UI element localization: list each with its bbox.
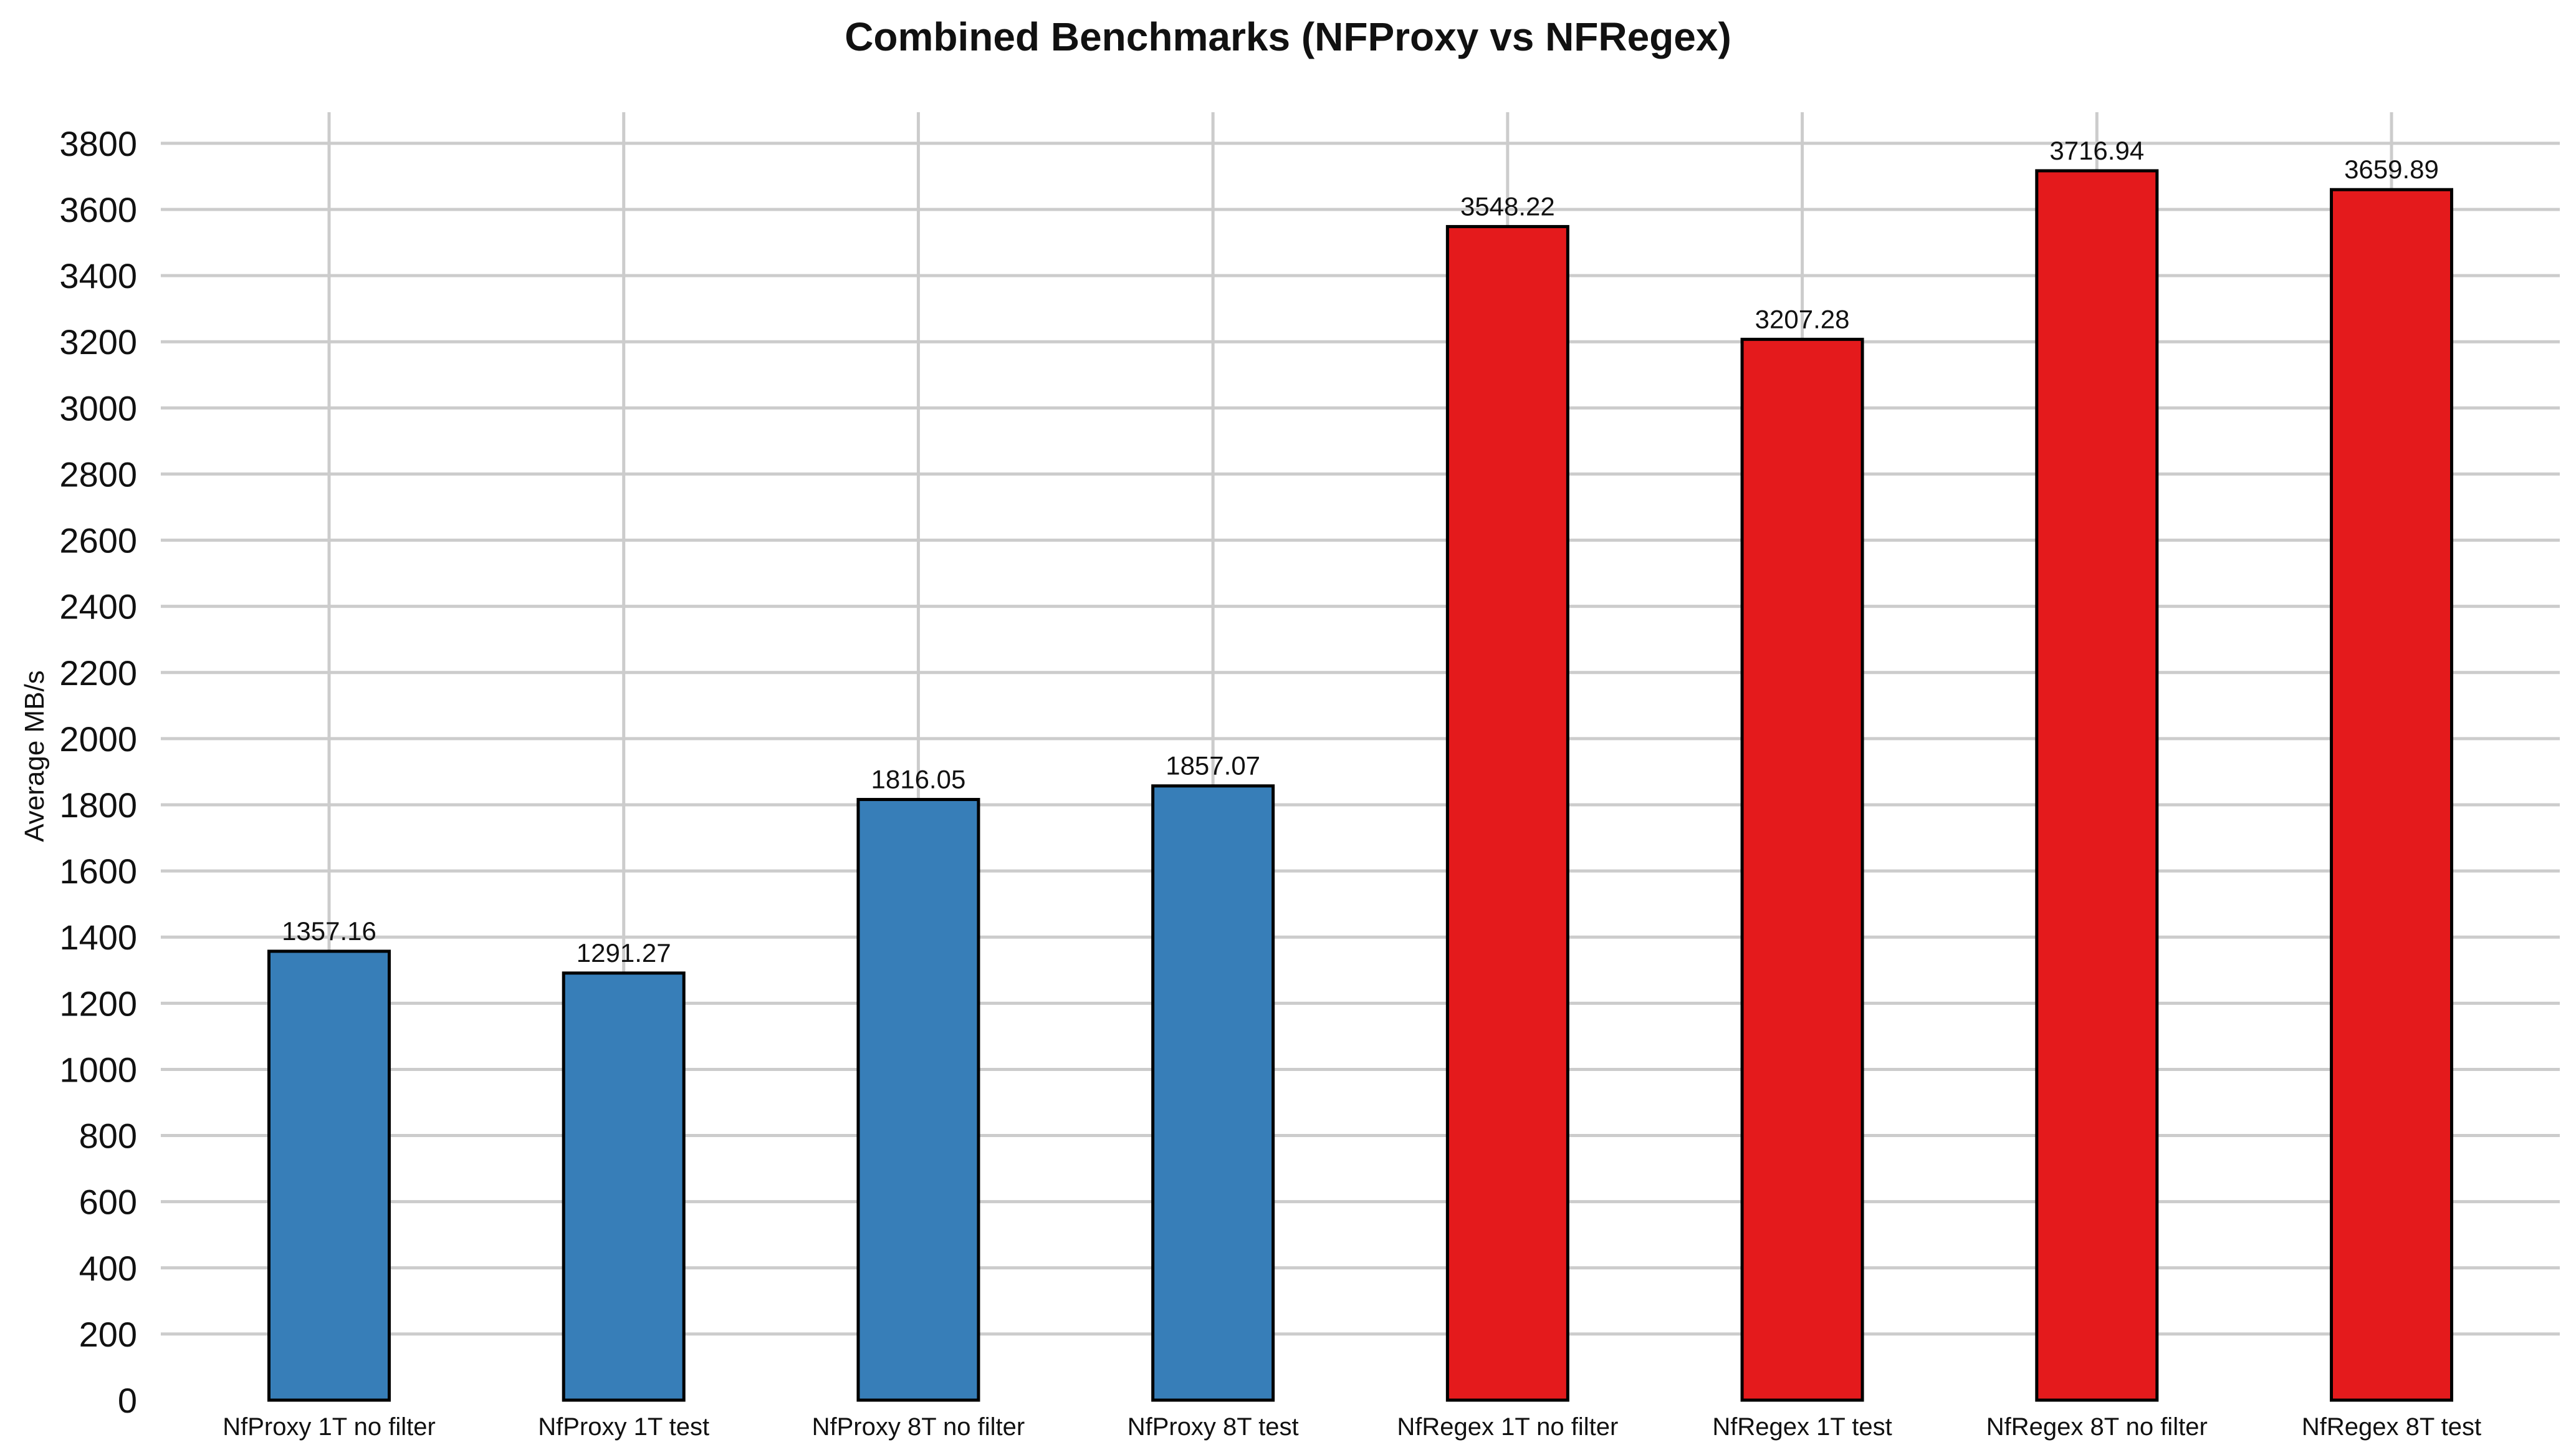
y-tick-label: 2400 [59,587,137,627]
bar-value-label: 1291.27 [577,938,671,968]
x-tick-label: NfProxy 1T no filter [223,1413,436,1441]
bar-value-label: 1357.16 [282,916,376,946]
y-tick-label: 1600 [59,852,137,891]
bar-1 [562,971,686,1402]
y-tick-label: 2000 [59,719,137,759]
y-tick-label: 3800 [59,124,137,163]
y-tick-label: 1400 [59,918,137,957]
x-tick-label: NfProxy 8T test [1128,1413,1299,1441]
y-tick-label: 1800 [59,785,137,825]
y-tick-label: 3600 [59,190,137,229]
bar-7 [2330,188,2453,1402]
x-tick-label: NfProxy 8T no filter [812,1413,1025,1441]
bar-0 [267,949,391,1402]
bar-3 [1151,784,1275,1402]
bar-4 [1445,224,1569,1402]
bar-value-label: 3716.94 [2049,136,2144,165]
bar-5 [1740,337,1864,1402]
x-tick-label: NfRegex 1T no filter [1397,1413,1618,1441]
x-tick-label: NfRegex 8T test [2302,1413,2481,1441]
bar-value-label: 3207.28 [1755,304,1850,334]
x-tick-label: NfProxy 1T test [538,1413,709,1441]
x-tick-label: NfRegex 1T test [1712,1413,1892,1441]
bar-value-label: 1816.05 [871,764,966,794]
y-tick-label: 1200 [59,984,137,1023]
y-tick-label: 2600 [59,521,137,560]
bar-6 [2035,169,2159,1402]
y-tick-label: 3400 [59,256,137,295]
y-tick-label: 200 [79,1315,137,1354]
chart-title: Combined Benchmarks (NFProxy vs NFRegex) [845,14,1731,59]
bar-value-label: 3548.22 [1460,191,1555,221]
y-tick-label: 2800 [59,454,137,494]
bar-2 [856,797,980,1402]
bar-value-label: 1857.07 [1166,751,1260,780]
y-tick-label: 600 [79,1183,137,1222]
bar-value-label: 3659.89 [2344,155,2439,184]
y-tick-label: 800 [79,1116,137,1156]
y-tick-label: 0 [118,1381,137,1420]
y-tick-label: 400 [79,1249,137,1288]
y-tick-label: 3200 [59,322,137,362]
y-tick-label: 2200 [59,653,137,693]
x-tick-label: NfRegex 8T no filter [1986,1413,2208,1441]
y-tick-label: 3000 [59,388,137,428]
y-tick-label: 1000 [59,1050,137,1089]
